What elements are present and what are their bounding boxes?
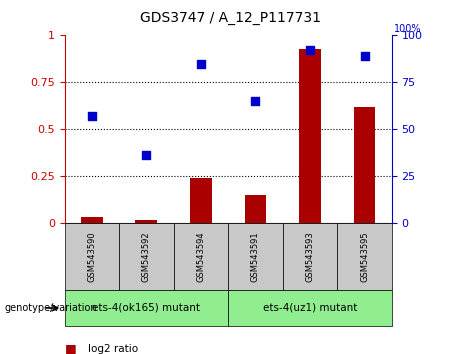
Text: GSM543590: GSM543590 <box>87 231 96 282</box>
Bar <box>244 195 266 223</box>
Point <box>88 113 95 119</box>
Text: GSM543593: GSM543593 <box>306 231 314 282</box>
Point <box>306 47 313 53</box>
Point <box>361 53 368 59</box>
Text: GSM543595: GSM543595 <box>360 231 369 282</box>
Text: GSM543592: GSM543592 <box>142 231 151 282</box>
Text: ets-4(ok165) mutant: ets-4(ok165) mutant <box>92 303 201 313</box>
Bar <box>81 217 103 223</box>
Text: GSM543594: GSM543594 <box>196 231 206 282</box>
Text: 100%: 100% <box>394 24 422 34</box>
Point <box>197 61 205 67</box>
Text: ■: ■ <box>65 342 76 354</box>
Text: log2 ratio: log2 ratio <box>88 344 138 354</box>
Point <box>252 98 259 104</box>
Point <box>142 153 150 158</box>
Text: GDS3747 / A_12_P117731: GDS3747 / A_12_P117731 <box>140 11 321 25</box>
Bar <box>299 48 321 223</box>
Bar <box>190 178 212 223</box>
Bar <box>354 107 375 223</box>
Text: ets-4(uz1) mutant: ets-4(uz1) mutant <box>263 303 357 313</box>
Text: GSM543591: GSM543591 <box>251 231 260 282</box>
Bar <box>136 220 157 223</box>
Text: genotype/variation: genotype/variation <box>5 303 97 313</box>
